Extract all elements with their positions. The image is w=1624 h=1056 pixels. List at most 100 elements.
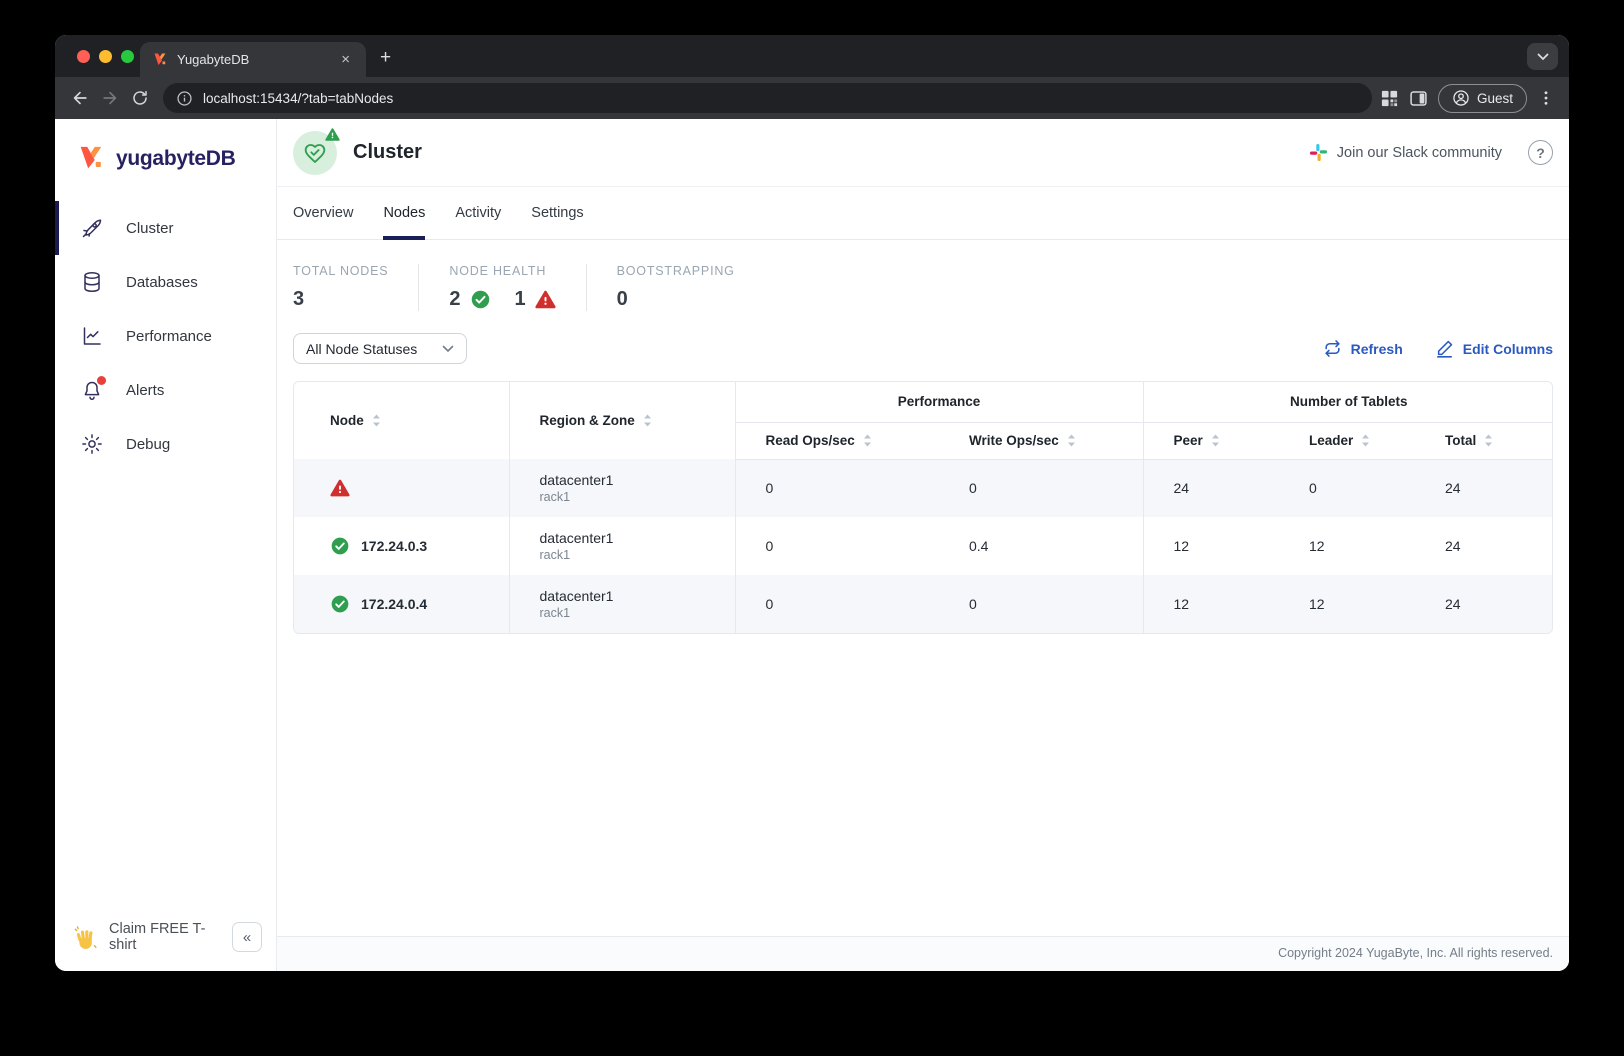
region-name: datacenter1 (539, 588, 614, 604)
stat-bootstrapping: BOOTSTRAPPING 0 (585, 264, 765, 311)
healthy-count: 2 (449, 288, 461, 310)
browser-tab[interactable]: YugabyteDB × (140, 42, 366, 77)
column-header-read-ops[interactable]: Read Ops/sec (735, 422, 939, 460)
browser-window: YugabyteDB × + localhost:15434/?tab=tabN… (55, 35, 1569, 971)
node-status-filter-select[interactable]: All Node Statuses (293, 333, 467, 364)
person-icon (1453, 90, 1469, 106)
yugabytedb-logo[interactable]: yugabyteDB (55, 119, 276, 201)
column-header-write-ops[interactable]: Write Ops/sec (939, 422, 1144, 460)
slack-icon (1309, 143, 1327, 162)
total-tablets-value: 24 (1415, 459, 1552, 517)
sort-icon (1211, 434, 1219, 447)
node-address: 172.24.0.4 (361, 596, 428, 612)
chevron-down-icon (442, 345, 454, 352)
tab-list-chevron-button[interactable] (1527, 43, 1558, 70)
address-bar[interactable]: localhost:15434/?tab=tabNodes (163, 83, 1372, 113)
guest-profile-button[interactable]: Guest (1437, 83, 1527, 113)
close-window-button[interactable] (77, 50, 90, 63)
green-warning-badge-icon (325, 127, 340, 147)
zone-name: rack1 (539, 548, 571, 562)
sort-icon (1067, 434, 1075, 447)
new-tab-button[interactable]: + (380, 47, 392, 68)
sidebar-item-alerts[interactable]: Alerts (55, 363, 276, 417)
table-row[interactable]: datacenter1 rack1 0 0 24 0 24 (294, 459, 1552, 517)
sidebar: yugabyteDB Cluster Databases Performance (55, 119, 277, 971)
yugabyte-mark-icon (80, 146, 102, 169)
browser-menu-icon[interactable] (1537, 89, 1555, 107)
join-slack-link[interactable]: Join our Slack community (1309, 143, 1502, 162)
nodes-table: Node Region & Zone Performance Number of… (293, 381, 1553, 634)
check-circle-icon (471, 290, 489, 309)
zoom-window-button[interactable] (121, 50, 134, 63)
node-address: 172.24.0.3 (361, 538, 428, 554)
sort-icon (863, 434, 871, 447)
table-row[interactable]: 172.24.0.4 datacenter1 rack1 0 0 12 12 (294, 575, 1552, 633)
column-header-node[interactable]: Node (294, 382, 510, 459)
favicon-yugabyte-icon (152, 52, 168, 68)
help-button[interactable]: ? (1528, 140, 1553, 165)
region-name: datacenter1 (539, 472, 614, 488)
tab-overview[interactable]: Overview (293, 205, 354, 221)
sort-icon (372, 414, 380, 427)
main-content: Cluster Join our Slack community ? Overv… (277, 119, 1569, 971)
toolbar-right: Guest (1380, 83, 1559, 113)
peer-tablets-value: 12 (1143, 575, 1280, 633)
column-header-total[interactable]: Total (1415, 422, 1552, 460)
copyright-footer: Copyright 2024 YugaByte, Inc. All rights… (277, 936, 1569, 971)
waving-hand-icon (73, 925, 98, 950)
column-header-leader[interactable]: Leader (1279, 422, 1416, 460)
performance-chart-icon (80, 324, 104, 348)
guest-label: Guest (1476, 90, 1513, 106)
page-title: Cluster (353, 141, 422, 163)
total-tablets-value: 24 (1415, 517, 1552, 575)
write-ops-value: 0.4 (939, 517, 1144, 575)
chevron-down-icon (1537, 53, 1548, 60)
forward-button[interactable] (95, 83, 125, 113)
read-ops-value: 0 (735, 575, 939, 633)
sidebar-item-label: Databases (126, 273, 198, 291)
warning-triangle-icon (330, 479, 350, 497)
edit-columns-button[interactable]: Edit Columns (1435, 339, 1553, 358)
cluster-health-badge (293, 127, 340, 175)
claim-tshirt-link[interactable]: Claim FREE T-shirt (109, 921, 206, 953)
collapse-sidebar-button[interactable]: « (232, 922, 262, 952)
cluster-tabs: Overview Nodes Activity Settings (277, 187, 1569, 240)
column-header-region-zone[interactable]: Region & Zone (509, 382, 736, 459)
side-panel-icon[interactable] (1409, 89, 1428, 108)
tab-title: YugabyteDB (177, 52, 250, 67)
sidebar-item-label: Performance (126, 327, 212, 345)
qr-code-icon[interactable] (1380, 89, 1399, 108)
site-info-icon[interactable] (176, 90, 193, 107)
tab-nodes[interactable]: Nodes (383, 187, 425, 240)
reload-button[interactable] (125, 83, 155, 113)
sidebar-item-cluster[interactable]: Cluster (55, 201, 276, 255)
sidebar-item-databases[interactable]: Databases (55, 255, 276, 309)
browser-toolbar: localhost:15434/?tab=tabNodes Guest (55, 77, 1569, 119)
close-tab-icon[interactable]: × (341, 51, 350, 68)
leader-tablets-value: 12 (1279, 517, 1416, 575)
region-name: datacenter1 (539, 530, 614, 546)
app-root: yugabyteDB Cluster Databases Performance (55, 119, 1569, 971)
group-header-performance: Performance (735, 382, 1144, 423)
browser-tabbar: YugabyteDB × + (55, 35, 1569, 77)
database-icon (80, 270, 104, 294)
stat-value: 3 (293, 288, 305, 310)
tab-settings[interactable]: Settings (531, 205, 584, 221)
minimize-window-button[interactable] (99, 50, 112, 63)
column-label: Read Ops/sec (765, 433, 855, 448)
sidebar-item-debug[interactable]: Debug (55, 417, 276, 471)
refresh-button[interactable]: Refresh (1323, 339, 1403, 358)
sidebar-item-performance[interactable]: Performance (55, 309, 276, 363)
table-row[interactable]: 172.24.0.3 datacenter1 rack1 0 0.4 12 12 (294, 517, 1552, 575)
check-circle-icon (331, 537, 349, 555)
tab-activity[interactable]: Activity (455, 205, 502, 221)
warning-triangle-icon (535, 290, 556, 309)
leader-tablets-value: 12 (1279, 575, 1416, 633)
back-button[interactable] (65, 83, 95, 113)
column-label: Write Ops/sec (969, 433, 1059, 448)
column-header-peer[interactable]: Peer (1143, 422, 1280, 460)
gear-icon (80, 432, 104, 456)
sidebar-item-label: Cluster (126, 219, 174, 237)
traffic-lights (77, 50, 134, 63)
peer-tablets-value: 12 (1143, 517, 1280, 575)
